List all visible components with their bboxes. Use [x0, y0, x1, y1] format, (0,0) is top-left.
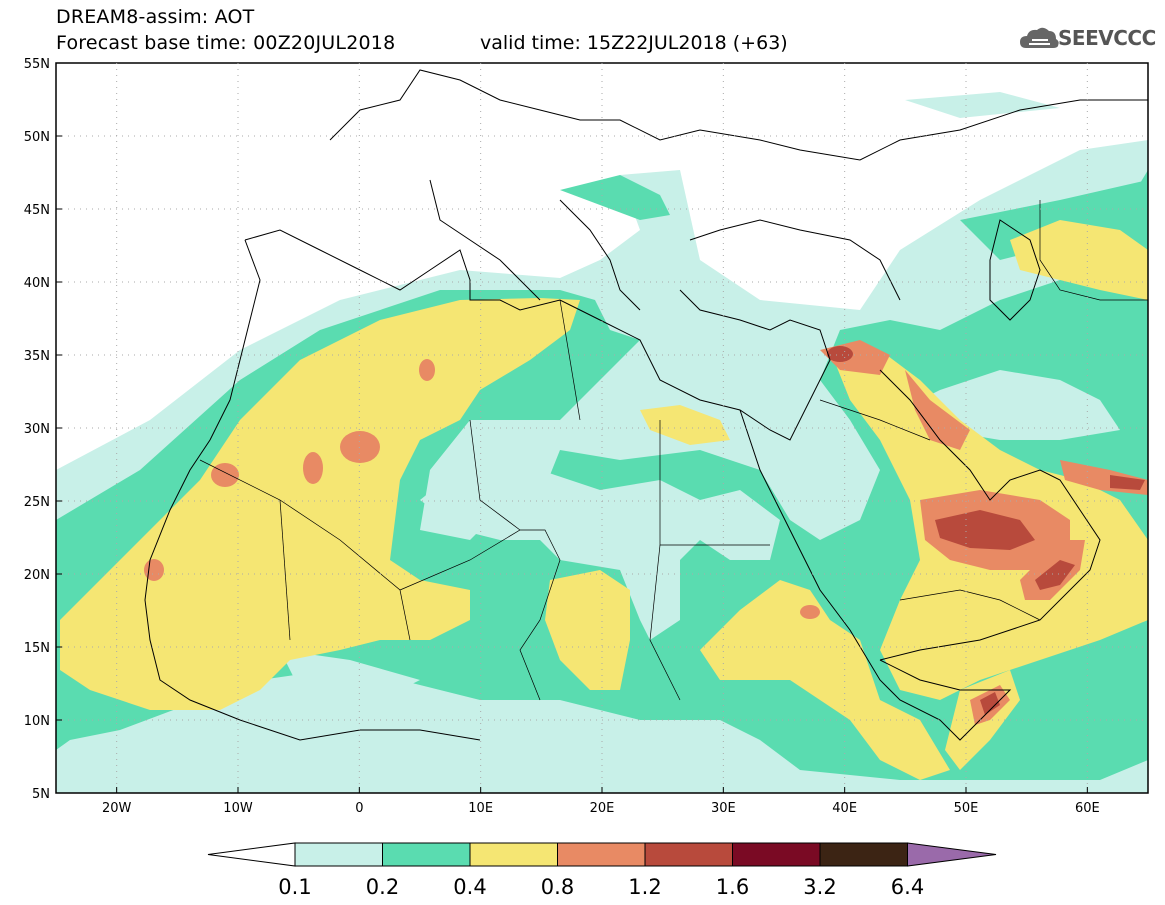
colorbar-label: 3.2	[803, 875, 836, 899]
lat-tick-label: 5N	[32, 787, 50, 802]
colorbar-segment	[469, 842, 558, 867]
colorbar-label: 0.4	[453, 875, 486, 899]
latitude-labels: 55N 50N 45N 40N 35N 30N 25N 20N 15N 10N 5N	[24, 57, 62, 802]
forecast-base-time: Forecast base time: 00Z20JUL2018	[56, 32, 396, 54]
colorbar-labels: 0.1 0.2 0.4 0.8 1.2 1.6 3.2 6.4	[278, 875, 924, 899]
lon-tick-label: 30E	[711, 801, 736, 816]
lat-tick-label: 40N	[24, 276, 50, 291]
lon-tick-label: 60E	[1075, 801, 1100, 816]
colorbar-label: 1.2	[628, 875, 661, 899]
colorbar-segment	[294, 842, 383, 867]
lat-tick-label: 10N	[24, 714, 50, 729]
valid-time: valid time: 15Z22JUL2018 (+63)	[480, 32, 788, 54]
seevccc-logo	[1020, 27, 1059, 48]
colorbar-over-arrow	[907, 842, 997, 867]
aot-fields	[56, 92, 1148, 793]
colorbar-segment	[557, 842, 646, 867]
lat-tick-label: 30N	[24, 422, 50, 437]
lon-tick-label: 10E	[468, 801, 493, 816]
longitude-labels: 20W 10W 0 10E 20E 30E 40E 50E 60E	[102, 787, 1100, 816]
lon-tick-label: 20E	[590, 801, 615, 816]
lat-tick-label: 55N	[24, 57, 50, 72]
logo-text: SEEVCCC	[1058, 26, 1156, 50]
lon-tick-label: 20W	[102, 801, 132, 816]
lon-tick-label: 50E	[954, 801, 979, 816]
lat-tick-label: 35N	[24, 349, 50, 364]
aot-band-0.4	[60, 220, 1148, 780]
lon-tick-label: 0	[355, 801, 363, 816]
colorbar-segment	[819, 842, 908, 867]
graticule	[56, 63, 1148, 793]
country-borders	[199, 200, 1148, 701]
cloud-icon	[1020, 27, 1059, 48]
lon-tick-label: 10W	[223, 801, 253, 816]
colorbar-segments	[207, 842, 997, 867]
colorbar-segment	[732, 842, 821, 867]
colorbar-label: 0.8	[541, 875, 574, 899]
lat-tick-label: 15N	[24, 641, 50, 656]
colorbar-segment	[382, 842, 471, 867]
lat-tick-label: 50N	[24, 130, 50, 145]
aot-band-1.2	[827, 346, 1145, 715]
colorbar-label: 1.6	[716, 875, 749, 899]
lat-tick-label: 25N	[24, 495, 50, 510]
colorbar-label: 0.1	[278, 875, 311, 899]
map-title: DREAM8-assim: AOT	[56, 6, 255, 28]
colorbar-segment	[644, 842, 733, 867]
lat-tick-label: 20N	[24, 568, 50, 583]
coastlines	[144, 69, 1148, 741]
lon-tick-label: 40E	[832, 801, 857, 816]
colorbar-under-arrow	[207, 842, 296, 867]
lat-tick-label: 45N	[24, 203, 50, 218]
colorbar-label: 6.4	[891, 875, 924, 899]
colorbar-label: 0.2	[366, 875, 399, 899]
